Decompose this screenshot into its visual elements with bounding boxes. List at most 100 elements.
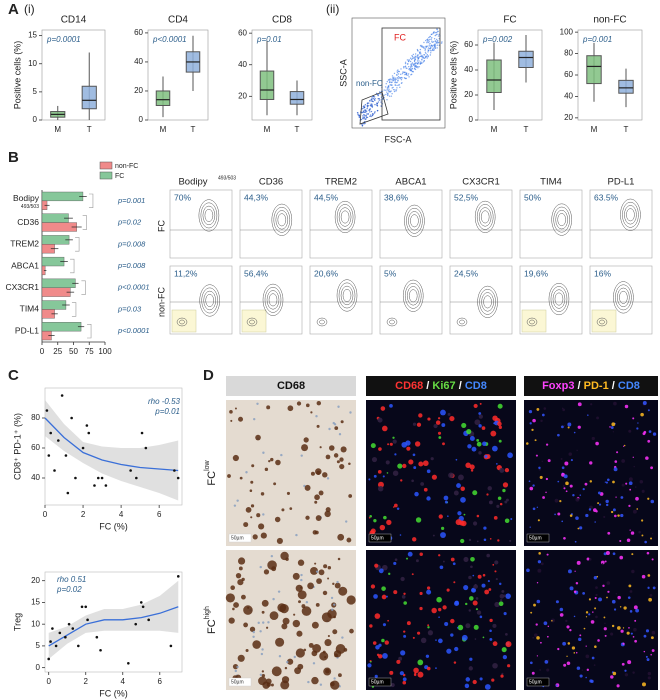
cell — [621, 662, 625, 666]
x-tick-label: 2 — [84, 677, 89, 686]
flow-event — [365, 116, 368, 119]
cell — [412, 537, 417, 542]
cell — [255, 434, 261, 441]
cell — [238, 566, 243, 571]
cell — [504, 518, 510, 524]
bar — [41, 322, 82, 332]
cell — [467, 444, 472, 449]
y-tick-label: 5 — [33, 87, 38, 96]
flow-event — [433, 37, 436, 40]
percent-label: 38,6% — [384, 192, 409, 202]
cell — [386, 472, 389, 474]
contour — [619, 290, 628, 304]
cell — [646, 658, 650, 662]
flow-event — [400, 73, 402, 76]
cell — [567, 642, 571, 645]
flow-event — [393, 90, 396, 93]
flow-event — [423, 54, 425, 56]
flow-event — [361, 123, 363, 126]
cell — [610, 675, 614, 679]
cell — [454, 646, 459, 652]
cell — [544, 660, 549, 664]
cell — [541, 460, 543, 462]
cell — [295, 533, 298, 537]
cell — [389, 670, 394, 675]
point — [140, 431, 144, 435]
bracket — [87, 323, 92, 339]
cell — [270, 554, 274, 558]
cell — [627, 596, 631, 599]
cell — [568, 452, 573, 456]
cell — [346, 595, 356, 605]
flow-event — [377, 98, 379, 100]
fc-gate — [381, 27, 441, 121]
cell — [491, 678, 495, 682]
contour — [483, 295, 492, 309]
contour — [338, 207, 352, 227]
cell — [619, 555, 624, 560]
cell — [650, 499, 655, 504]
cell — [374, 563, 379, 568]
cell — [373, 518, 377, 523]
cell — [433, 423, 438, 429]
flow-event — [399, 86, 401, 89]
cell — [536, 506, 539, 508]
y-tick-label: 0 — [36, 663, 41, 672]
cell — [606, 581, 611, 585]
cell — [419, 591, 423, 596]
cell — [398, 656, 403, 661]
cell — [278, 654, 282, 658]
flow-event — [408, 76, 410, 78]
cell — [438, 554, 441, 557]
flow-event — [424, 39, 427, 42]
percent-label: 70% — [174, 192, 191, 202]
cell — [469, 464, 475, 470]
cell — [337, 557, 341, 561]
flow-event — [374, 111, 376, 113]
flow-event — [431, 40, 433, 42]
cell — [586, 557, 590, 561]
cell — [647, 676, 651, 680]
cell — [554, 498, 559, 503]
cell — [417, 671, 424, 678]
p-value: p=0.01 — [256, 35, 282, 44]
cell — [236, 499, 239, 502]
cell — [646, 551, 650, 555]
cell — [458, 474, 464, 481]
flow-event — [410, 68, 412, 70]
percent-label: 19,6% — [524, 268, 549, 278]
cell — [502, 482, 509, 488]
contour — [404, 282, 422, 309]
cell — [545, 443, 549, 446]
flow-event — [373, 96, 376, 98]
cell — [250, 480, 254, 484]
cell — [377, 485, 384, 492]
cell — [584, 482, 588, 486]
cell — [252, 534, 258, 540]
cell — [417, 631, 421, 635]
flow-event — [437, 40, 439, 42]
cell — [332, 629, 338, 635]
flow-event — [391, 79, 393, 81]
percent-label: 50% — [524, 192, 541, 202]
contour — [459, 319, 465, 325]
flow-event — [367, 102, 370, 104]
cell — [426, 496, 431, 501]
cell — [403, 630, 406, 633]
cell — [303, 437, 309, 443]
point — [139, 601, 143, 604]
flow-event — [372, 97, 375, 100]
cell — [227, 474, 231, 478]
plot-frame — [251, 29, 313, 121]
x-tick-label: M — [160, 125, 167, 134]
cell — [529, 486, 534, 491]
cell — [603, 515, 606, 519]
cell — [420, 482, 425, 486]
cell — [588, 508, 592, 511]
y-tick-label: TIM4 — [20, 304, 40, 314]
cell — [572, 494, 575, 497]
cell — [381, 638, 385, 643]
cell — [418, 461, 424, 467]
cell — [334, 582, 341, 589]
cell — [441, 423, 446, 427]
